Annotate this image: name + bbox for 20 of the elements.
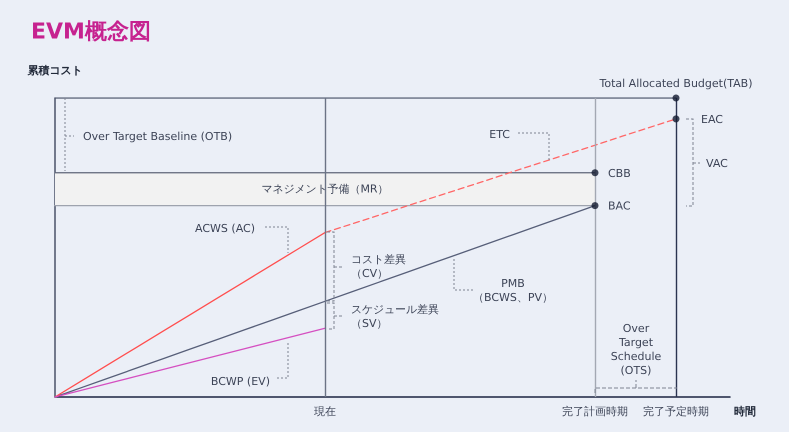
- annotation: BAC: [608, 199, 631, 212]
- annotation: CBB: [608, 166, 631, 180]
- band-label: マネジメント予備（MR）: [261, 182, 389, 196]
- annotation: Over Target Baseline (OTB): [83, 130, 232, 142]
- x-axis-title: 時間: [734, 404, 756, 418]
- annotation: BCWP (EV): [210, 374, 270, 388]
- x-tick-label: 完了予定時期: [643, 405, 709, 418]
- chart-title: EVM概念図: [31, 20, 151, 44]
- x-tick-label: 完了計画時期: [562, 405, 628, 418]
- annotation: VAC: [706, 156, 728, 170]
- annotation: Over Target Schedule (OTS): [610, 322, 662, 376]
- annotation: ACWS (AC): [195, 222, 255, 234]
- x-tick-label: 現在: [314, 405, 336, 418]
- annotation: Total Allocated Budget(TAB): [598, 76, 752, 90]
- annotation: ETC: [489, 128, 510, 140]
- annotation: スケジュール差異（SV）: [351, 302, 439, 330]
- annotation: EAC: [701, 112, 724, 126]
- annotation: PMB （BCWS、PV）: [472, 276, 554, 304]
- y-axis-title: 累積コスト: [26, 64, 82, 77]
- annotation: コスト差異（CV）: [351, 252, 406, 280]
